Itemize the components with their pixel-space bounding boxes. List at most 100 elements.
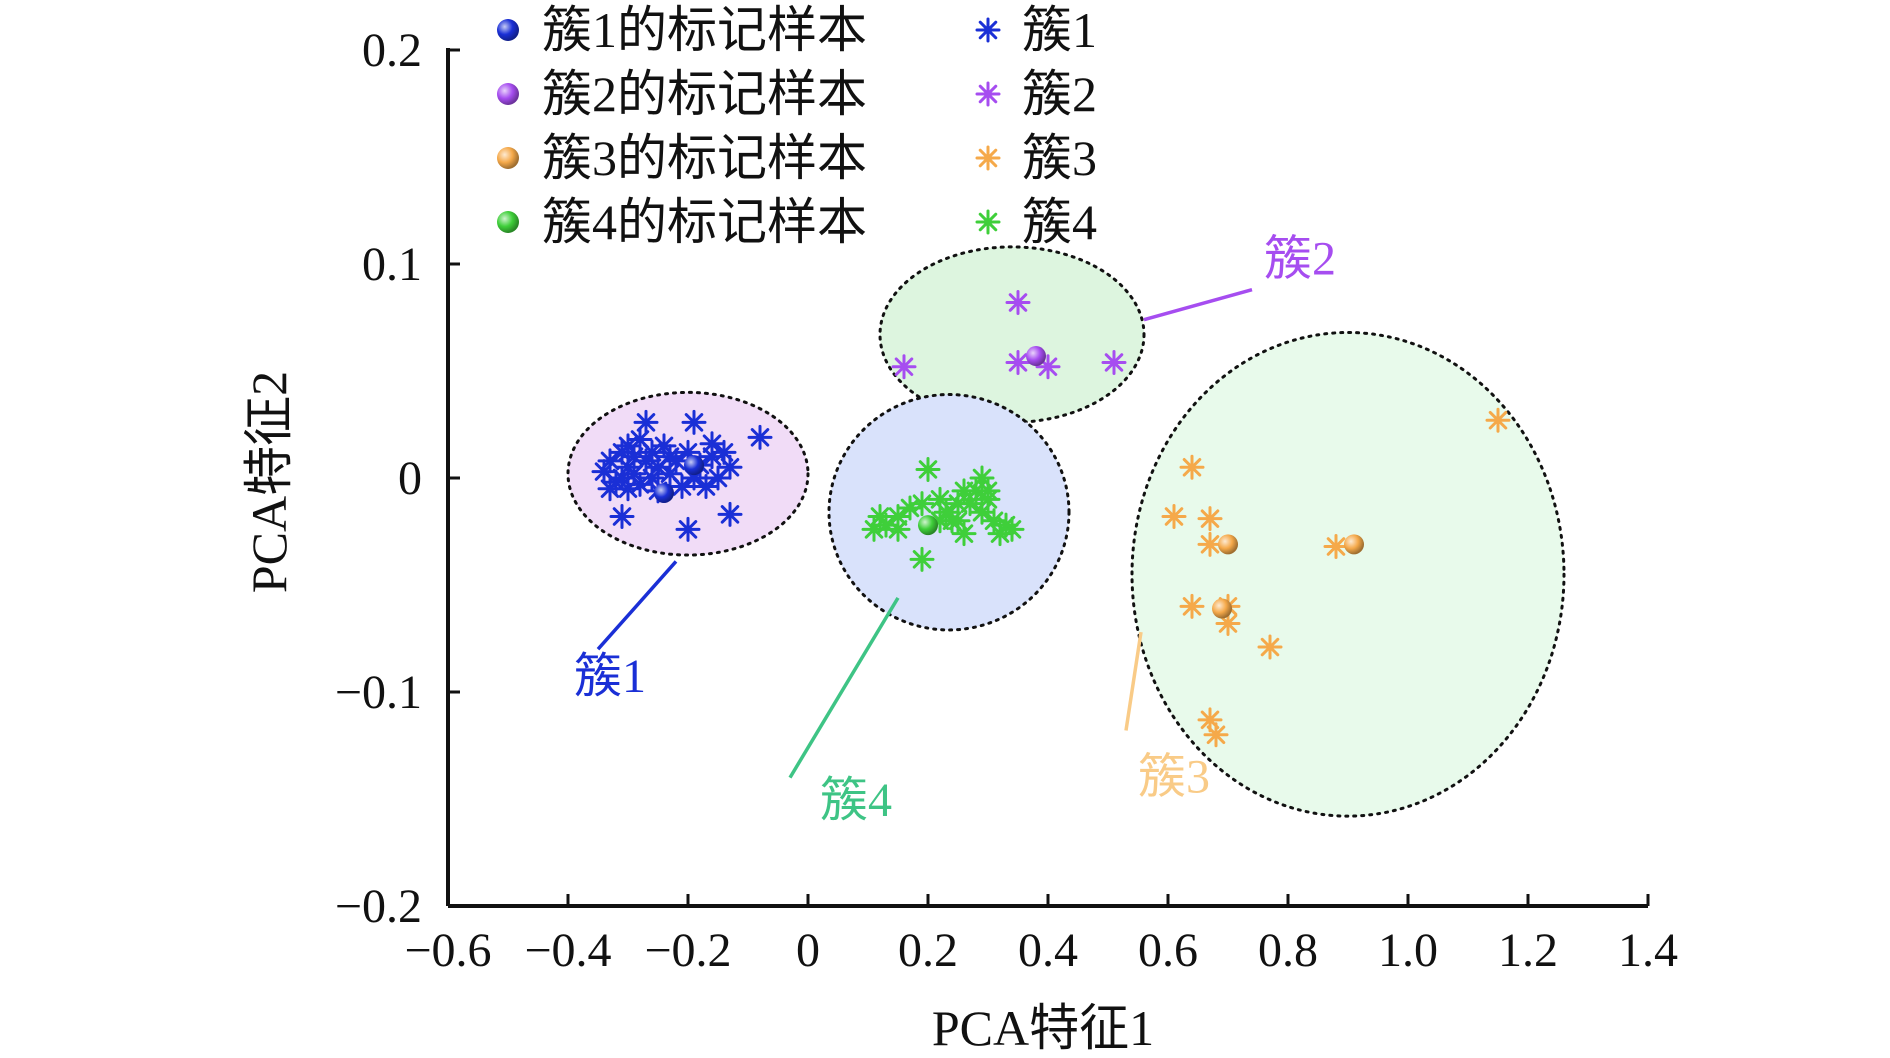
cluster-label-1: 簇1 [574,650,646,703]
legend-sphere-marker [497,211,519,233]
legend-asterisk-marker [975,17,1001,43]
data-point-cluster-1 [717,454,743,480]
asterisk-stroke [1200,509,1220,528]
asterisk-stroke [720,505,740,524]
asterisk-stroke [1488,410,1508,430]
asterisk-stroke [660,447,680,466]
asterisk-stroke [948,511,968,531]
asterisk-stroke [714,443,734,462]
y-tick-label: 0 [398,452,422,505]
legend-label: 簇4的标记样本 [542,194,867,250]
asterisk-stroke [1008,353,1028,372]
data-point-cluster-2 [1005,349,1031,375]
asterisk-stroke [600,451,620,471]
data-point-cluster-1 [699,431,725,457]
asterisk-stroke [1008,293,1028,312]
legend-label: 簇4 [1022,194,1097,250]
asterisk-stroke [912,494,932,513]
asterisk-stroke [696,477,716,496]
asterisk-stroke [978,84,998,104]
legend: 簇1的标记样本 簇1 簇2的标记样本 簇2 簇3的标记样本 簇3 簇4的标记样本 簇4 [497,2,1097,250]
data-point-cluster-4 [909,491,935,517]
legend-label: 簇2 [1022,66,1097,122]
asterisk-stroke [654,436,674,456]
asterisk-stroke [912,550,932,569]
data-point-cluster-1 [615,433,641,459]
leader-line-3 [1124,631,1143,731]
asterisk-stroke [888,520,908,539]
labeled-sample-cluster-4 [918,515,938,536]
asterisk-stroke [978,481,998,501]
leader-line-4 [788,596,900,779]
labeled-sample-cluster-3 [1344,534,1364,555]
data-point-cluster-2 [1005,290,1031,316]
legend-sphere-marker [497,83,519,105]
labeled-sample-cluster-2 [1026,346,1046,367]
asterisk-stroke [1182,597,1202,616]
asterisk-stroke [636,413,656,432]
data-point-cluster-1 [675,516,701,542]
cluster-label-4: 簇4 [820,774,892,827]
data-point-cluster-1 [657,444,683,470]
data-point-cluster-4 [915,456,941,482]
data-point-cluster-1 [693,474,719,500]
labeled-sample-cluster-1 [654,482,674,503]
x-tick-label: 1.0 [1378,924,1438,977]
asterisk-stroke [678,443,698,462]
data-point-cluster-4 [945,508,971,534]
data-point-cluster-3 [1161,504,1187,530]
asterisk-stroke [1200,710,1220,730]
leader-line-1 [596,560,678,651]
asterisk-stroke [888,507,908,526]
asterisk-stroke [978,148,998,168]
data-point-cluster-3 [1197,531,1223,557]
cluster-leader-lines [596,287,1253,779]
asterisk-stroke [984,511,1004,531]
asterisk-stroke [702,434,722,454]
data-point-cluster-3 [1485,407,1511,433]
asterisk-stroke [972,468,992,488]
asterisk-stroke [918,460,938,479]
asterisk-stroke [1104,353,1124,372]
asterisk-stroke [678,520,698,539]
data-point-cluster-1 [597,448,623,474]
asterisk-stroke [612,507,632,526]
legend-label: 簇2的标记样本 [542,66,867,122]
data-point-cluster-4 [885,516,911,542]
data-point-cluster-3 [1179,593,1205,619]
data-point-cluster-3 [1257,634,1283,660]
data-point-cluster-1 [705,465,731,491]
y-tick-label: 0.2 [362,24,422,77]
cluster-ellipse-3 [1130,330,1566,818]
asterisk-stroke [684,413,704,432]
legend-asterisk-marker [975,145,1001,171]
y-axis-title: PCA特征2 [241,371,297,593]
x-tick-label: 0.6 [1138,924,1198,977]
data-point-cluster-1 [747,424,773,450]
asterisk-stroke [1260,637,1280,657]
data-point-cluster-4 [909,546,935,572]
asterisk-stroke [618,436,638,456]
data-point-cluster-4 [999,516,1025,542]
data-point-cluster-4 [975,478,1001,504]
x-tick-label: 1.4 [1618,924,1678,977]
legend-label: 簇1 [1022,2,1097,58]
axes: −0.6 −0.4 −0.2 0 0.2 0.4 0.6 0.8 1.0 1.2 1.4 −0.2 −0… [335,24,1678,977]
x-tick-label: −0.4 [524,924,611,977]
legend-label: 簇1的标记样本 [542,2,867,58]
data-point-cluster-1 [669,474,695,500]
data-point-cluster-1 [633,409,659,435]
asterisk-stroke [930,490,950,509]
asterisk-stroke [1326,537,1346,556]
leader-line-2 [1143,287,1253,322]
labeled-sample-cluster-1 [684,455,704,476]
y-tick-label: −0.1 [335,666,422,719]
data-point-cluster-1 [609,504,635,530]
asterisk-stroke [894,357,914,376]
asterisk-stroke [1218,614,1238,633]
asterisk-stroke [1164,507,1184,526]
data-point-cluster-1 [681,409,707,435]
x-tick-label: −0.6 [404,924,491,977]
x-axis-title: PCA特征1 [932,1000,1154,1056]
